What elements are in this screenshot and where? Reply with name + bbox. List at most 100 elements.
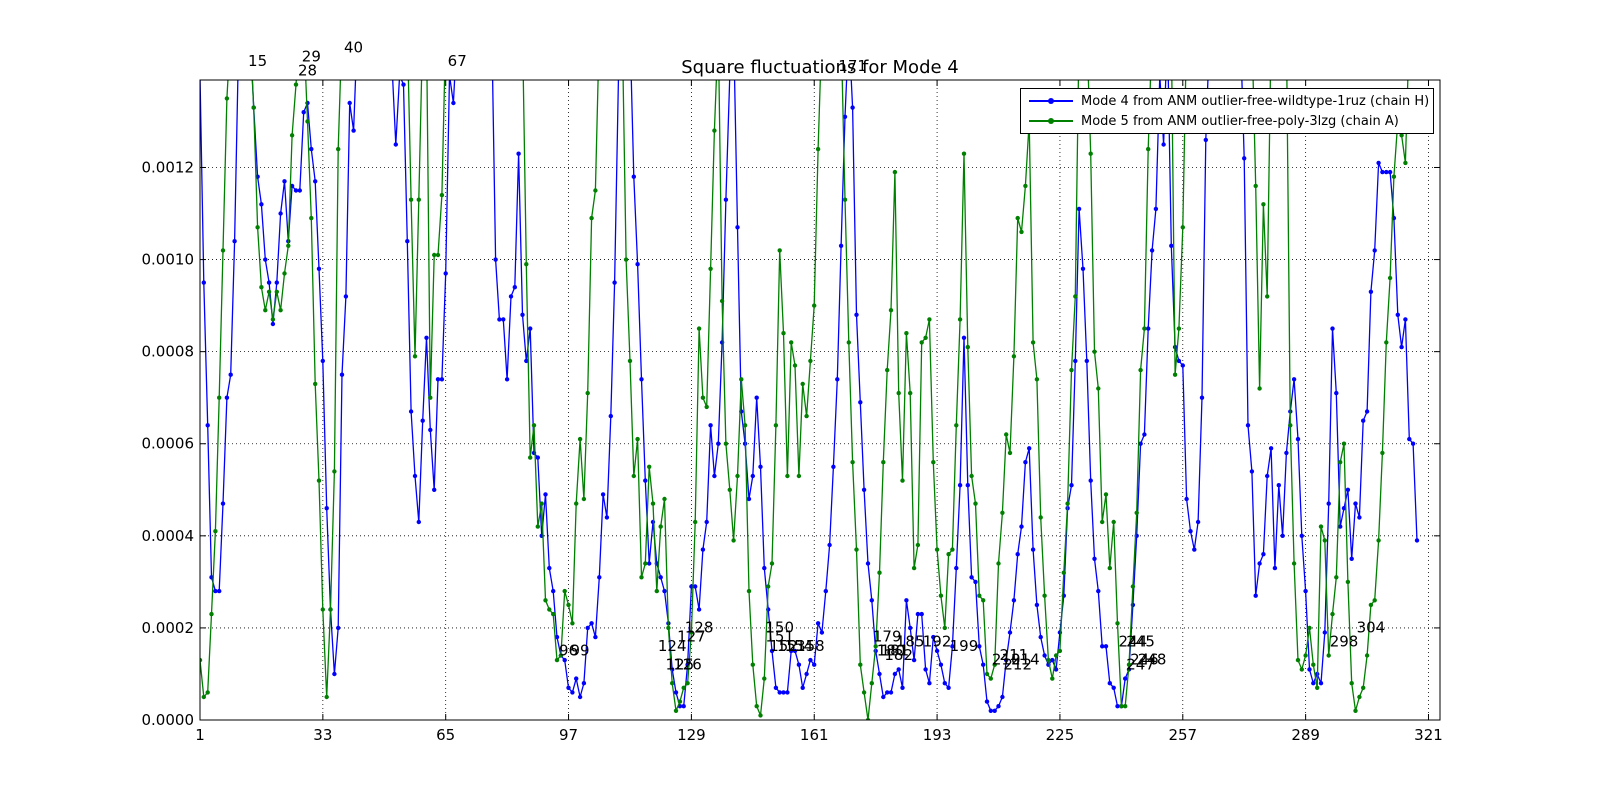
chart-title: Square fluctuations for Mode 4 — [681, 57, 959, 78]
x-tick-label: 193 — [923, 726, 952, 744]
data-point — [769, 561, 775, 566]
data-point — [608, 413, 613, 419]
data-point — [750, 473, 755, 479]
data-point — [528, 326, 533, 331]
data-point — [432, 252, 437, 258]
data-point — [201, 694, 206, 700]
data-point — [524, 262, 529, 267]
data-point — [420, 418, 425, 423]
data-point — [885, 690, 890, 695]
data-point — [447, 73, 451, 77]
data-point — [209, 611, 214, 617]
data-point — [1291, 561, 1297, 566]
x-tick-label: 161 — [800, 726, 829, 744]
data-point — [313, 179, 318, 184]
data-point — [934, 648, 940, 654]
data-point — [662, 496, 667, 502]
data-point — [1384, 340, 1389, 345]
x-tick-label: 321 — [1414, 726, 1443, 744]
data-point — [1042, 593, 1047, 598]
annotation-label: 248 — [1138, 651, 1167, 669]
data-point — [896, 667, 901, 672]
data-point — [1015, 215, 1020, 221]
data-point — [628, 27, 632, 31]
data-point — [961, 335, 967, 340]
data-point — [1053, 667, 1059, 672]
data-point — [881, 460, 886, 465]
data-point — [428, 395, 433, 400]
data-point — [858, 662, 863, 667]
annotation-label: 128 — [685, 619, 714, 637]
data-point — [1000, 694, 1005, 700]
data-point — [1391, 174, 1397, 179]
data-point — [1050, 657, 1055, 663]
data-point — [1142, 432, 1147, 437]
data-point — [200, 657, 203, 663]
data-point — [293, 82, 299, 87]
data-point — [1111, 685, 1116, 690]
data-point — [900, 685, 905, 690]
data-point — [612, 280, 617, 285]
data-point — [501, 317, 506, 322]
data-point — [547, 565, 552, 571]
data-point — [643, 478, 648, 483]
data-point — [911, 657, 917, 663]
data-point — [1084, 358, 1090, 364]
data-point — [620, 27, 624, 31]
data-point — [1007, 450, 1013, 456]
data-point — [723, 441, 729, 446]
x-tick-label: 65 — [436, 726, 455, 744]
data-point — [1153, 206, 1159, 212]
data-point — [1307, 625, 1312, 631]
data-point — [1065, 501, 1070, 506]
data-point — [1038, 515, 1043, 520]
data-point — [1150, 27, 1154, 31]
data-point — [1142, 326, 1147, 331]
data-point — [1161, 142, 1166, 147]
data-point — [213, 529, 218, 534]
data-point — [758, 464, 763, 469]
data-point — [754, 395, 759, 400]
data-point — [1092, 556, 1097, 561]
data-point — [282, 179, 287, 184]
data-point — [248, 27, 252, 31]
data-point — [520, 312, 525, 317]
data-point — [689, 630, 694, 635]
data-point — [443, 271, 448, 276]
data-point — [305, 100, 310, 106]
data-point — [263, 308, 268, 313]
data-point — [919, 611, 924, 617]
data-point — [892, 169, 898, 175]
data-point — [873, 644, 878, 649]
data-point — [988, 676, 993, 681]
data-point — [248, 27, 252, 31]
data-point — [735, 225, 740, 230]
data-point — [1088, 478, 1093, 483]
data-point — [339, 372, 345, 377]
data-point — [650, 519, 656, 525]
data-point — [554, 634, 560, 640]
data-point — [934, 547, 940, 552]
data-point — [439, 192, 445, 198]
data-point — [942, 625, 947, 631]
data-point — [493, 257, 498, 262]
data-point — [397, 73, 401, 77]
data-point — [992, 708, 997, 713]
x-tick-label: 289 — [1291, 726, 1320, 744]
data-point — [1372, 598, 1377, 603]
data-point — [954, 565, 959, 571]
data-point — [681, 704, 686, 709]
data-point — [1176, 358, 1182, 364]
data-point — [1100, 519, 1105, 525]
y-tick-label: 0.0010 — [142, 251, 195, 269]
data-point — [585, 390, 590, 396]
annotation-label: 126 — [673, 655, 702, 673]
data-point — [1169, 243, 1174, 248]
y-tick-label: 0.0008 — [142, 343, 195, 361]
data-point — [439, 377, 445, 382]
data-point — [1257, 561, 1262, 566]
data-point — [1380, 169, 1385, 175]
data-point — [1180, 225, 1186, 230]
annotation-label: 15 — [248, 52, 267, 70]
